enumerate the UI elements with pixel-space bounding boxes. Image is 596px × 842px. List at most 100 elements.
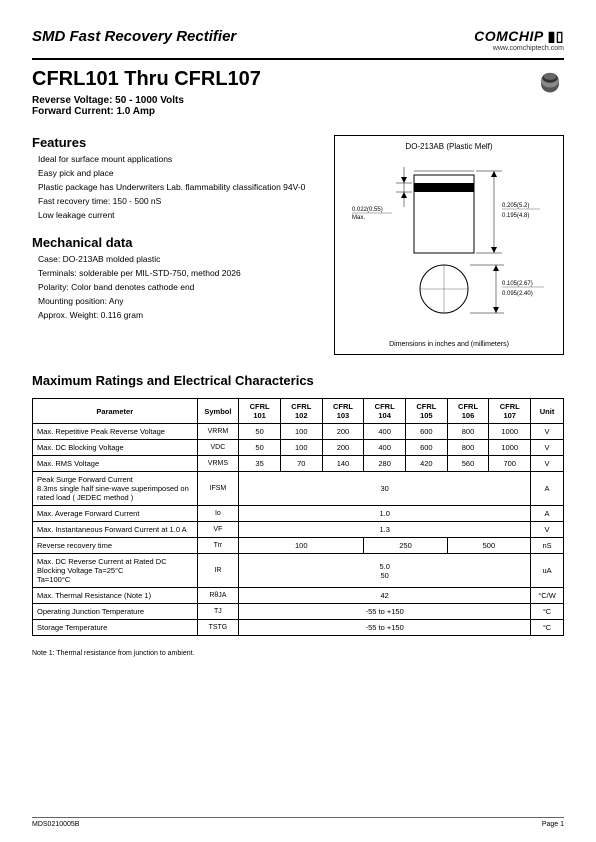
package-title: DO-213AB (Plastic Melf) — [341, 142, 557, 151]
value-cell: 1000 — [489, 440, 531, 456]
svg-text:0.022(0.55): 0.022(0.55) — [352, 207, 383, 213]
ratings-col-header: CFRL105 — [406, 399, 448, 424]
subtitle-line-2: Forward Current: 1.0 Amp — [32, 106, 564, 117]
value-cell: 42 — [239, 588, 531, 604]
symbol-cell: VDC — [197, 440, 239, 456]
unit-cell: V — [531, 424, 564, 440]
symbol-cell: VF — [197, 522, 239, 538]
mechanical-heading: Mechanical data — [32, 235, 320, 250]
ratings-row: Max. Thermal Resistance (Note 1)RθJA42°C… — [33, 588, 564, 604]
svg-text:Max.: Max. — [352, 215, 365, 221]
value-cell: 400 — [364, 440, 406, 456]
param-cell: Max. RMS Voltage — [33, 456, 198, 472]
mechanical-item: Mounting position: Any — [38, 296, 320, 307]
value-cell: 420 — [406, 456, 448, 472]
unit-cell: °C — [531, 620, 564, 636]
ratings-row: Max. Average Forward CurrentIo1.0A — [33, 506, 564, 522]
ratings-row: Max. RMS VoltageVRMS3570140280420560700V — [33, 456, 564, 472]
package-svg: 0.022(0.55) Max. 0.205(5.2) 0.195(4.8) — [344, 157, 554, 327]
ratings-row: Max. DC Reverse Current at Rated DC Bloc… — [33, 554, 564, 588]
ratings-row: Max. DC Blocking VoltageVDC5010020040060… — [33, 440, 564, 456]
footer: MDS0210005B Page 1 — [32, 817, 564, 828]
package-caption: Dimensions in inches and (millimeters) — [335, 341, 563, 348]
symbol-cell: TJ — [197, 604, 239, 620]
ratings-col-header: CFRL106 — [447, 399, 489, 424]
ratings-row: Peak Surge Forward Current 8.3ms single … — [33, 472, 564, 506]
value-cell: 250 — [364, 538, 447, 554]
ratings-row: Max. Instantaneous Forward Current at 1.… — [33, 522, 564, 538]
param-cell: Max. DC Blocking Voltage — [33, 440, 198, 456]
ratings-heading: Maximum Ratings and Electrical Character… — [32, 373, 564, 388]
unit-cell: V — [531, 440, 564, 456]
ratings-col-header: CFRL102 — [280, 399, 322, 424]
param-cell: Max. Repetitive Peak Reverse Voltage — [33, 424, 198, 440]
symbol-cell: RθJA — [197, 588, 239, 604]
doc-category: SMD Fast Recovery Rectifier — [32, 28, 236, 45]
value-cell: 1.3 — [239, 522, 531, 538]
value-cell: 35 — [239, 456, 281, 472]
unit-cell: A — [531, 506, 564, 522]
feature-item: Easy pick and place — [38, 168, 320, 179]
note-1: Note 1: Thermal resistance from junction… — [32, 650, 564, 657]
value-cell: 800 — [447, 424, 489, 440]
value-cell: 50 — [239, 424, 281, 440]
symbol-cell: Trr — [197, 538, 239, 554]
symbol-cell: VRMS — [197, 456, 239, 472]
value-cell: 100 — [280, 424, 322, 440]
header: SMD Fast Recovery Rectifier COMCHIP ▮▯ w… — [32, 28, 564, 60]
ratings-row: Storage TemperatureTSTG-55 to +150°C — [33, 620, 564, 636]
value-cell: -55 to +150 — [239, 604, 531, 620]
title-block: CFRL101 Thru CFRL107 Reverse Voltage: 50… — [32, 68, 564, 117]
value-cell: 700 — [489, 456, 531, 472]
ratings-col-header: Parameter — [33, 399, 198, 424]
param-cell: Max. Thermal Resistance (Note 1) — [33, 588, 198, 604]
svg-text:0.205(5.2): 0.205(5.2) — [502, 203, 529, 209]
value-cell: 5.0 50 — [239, 554, 531, 588]
ratings-col-header: CFRL107 — [489, 399, 531, 424]
mechanical-list: Case: DO-213AB molded plasticTerminals: … — [38, 254, 320, 321]
value-cell: 140 — [322, 456, 364, 472]
value-cell: 30 — [239, 472, 531, 506]
value-cell: 600 — [406, 440, 448, 456]
ratings-row: Operating Junction TemperatureTJ-55 to +… — [33, 604, 564, 620]
unit-cell: °C — [531, 604, 564, 620]
param-cell: Storage Temperature — [33, 620, 198, 636]
value-cell: 50 — [239, 440, 281, 456]
symbol-cell: TSTG — [197, 620, 239, 636]
features-section: Features Ideal for surface mount applica… — [32, 135, 320, 221]
param-cell: Peak Surge Forward Current 8.3ms single … — [33, 472, 198, 506]
value-cell: 400 — [364, 424, 406, 440]
svg-text:0.195(4.8): 0.195(4.8) — [502, 213, 529, 219]
value-cell: 200 — [322, 424, 364, 440]
param-cell: Reverse recovery time — [33, 538, 198, 554]
value-cell: 1000 — [489, 424, 531, 440]
ratings-col-header: Symbol — [197, 399, 239, 424]
svg-text:0.105(2.67): 0.105(2.67) — [502, 281, 533, 287]
feature-item: Fast recovery time: 150 - 500 nS — [38, 196, 320, 207]
unit-cell: A — [531, 472, 564, 506]
unit-cell: V — [531, 522, 564, 538]
ratings-col-header: CFRL103 — [322, 399, 364, 424]
value-cell: 600 — [406, 424, 448, 440]
value-cell: -55 to +150 — [239, 620, 531, 636]
svg-text:0.095(2.40): 0.095(2.40) — [502, 291, 533, 297]
features-list: Ideal for surface mount applicationsEasy… — [38, 154, 320, 221]
ratings-row: Max. Repetitive Peak Reverse VoltageVRRM… — [33, 424, 564, 440]
feature-item: Low leakage current — [38, 210, 320, 221]
logo-url: www.comchiptech.com — [474, 45, 564, 52]
value-cell: 1.0 — [239, 506, 531, 522]
value-cell: 560 — [447, 456, 489, 472]
part-range: CFRL101 Thru CFRL107 — [32, 68, 564, 91]
features-heading: Features — [32, 135, 320, 150]
ratings-header-row: ParameterSymbolCFRL101CFRL102CFRL103CFRL… — [33, 399, 564, 424]
value-cell: 500 — [447, 538, 530, 554]
value-cell: 100 — [239, 538, 364, 554]
feature-item: Plastic package has Underwriters Lab. fl… — [38, 182, 320, 193]
footer-page: Page 1 — [542, 821, 564, 828]
logo: COMCHIP ▮▯ www.comchiptech.com — [474, 28, 564, 52]
mechanical-item: Polarity: Color band denotes cathode end — [38, 282, 320, 293]
mechanical-section: Mechanical data Case: DO-213AB molded pl… — [32, 235, 320, 321]
unit-cell: uA — [531, 554, 564, 588]
param-cell: Operating Junction Temperature — [33, 604, 198, 620]
symbol-cell: IR — [197, 554, 239, 588]
